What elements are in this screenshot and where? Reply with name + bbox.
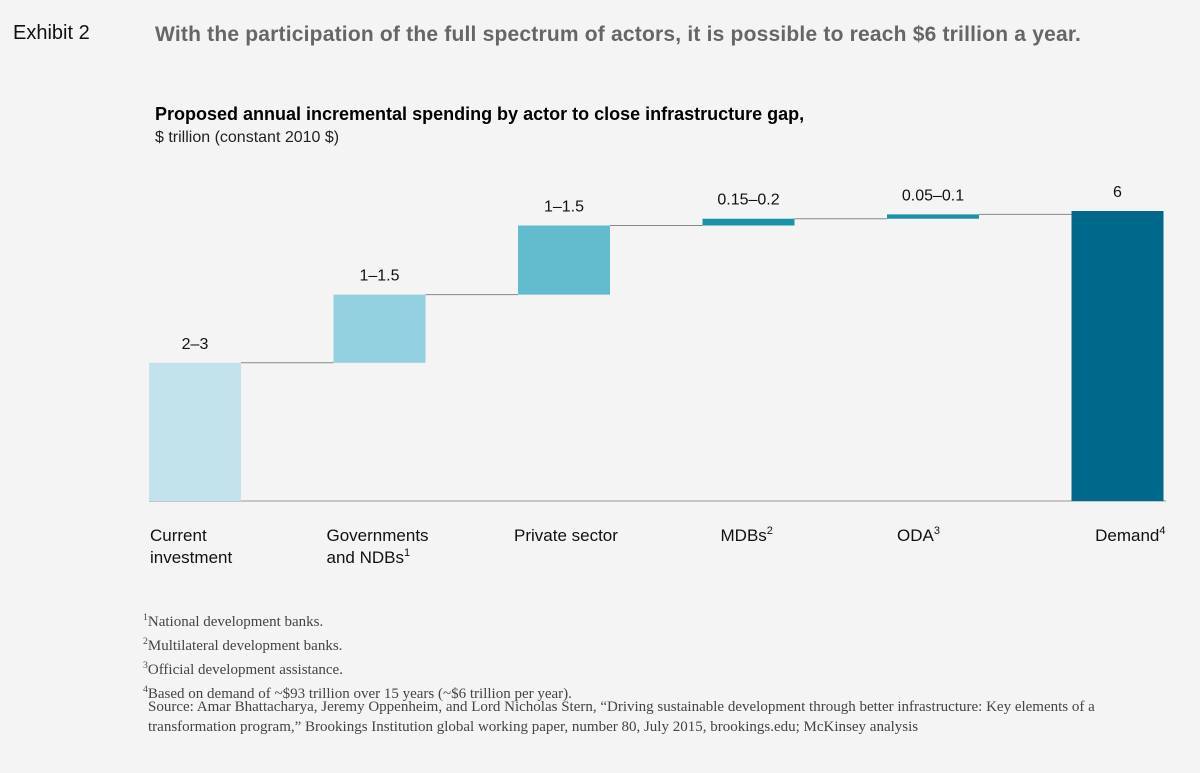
bar [518, 225, 610, 295]
footnote-number: 1 [143, 612, 148, 623]
footnote-number: 4 [143, 684, 148, 695]
headline: With the participation of the full spect… [155, 23, 1082, 46]
category-label: MDBs2 [721, 525, 773, 545]
footnote: 1National development banks. [143, 608, 572, 632]
data-label: 0.15–0.2 [717, 192, 779, 209]
bar [887, 214, 979, 219]
bar [702, 218, 795, 226]
footnote-number: 2 [143, 636, 148, 647]
source-note: Source: Amar Bhattacharya, Jeremy Oppenh… [148, 699, 1095, 735]
chart-title: Proposed annual incremental spending by … [155, 104, 805, 124]
footnote: 4Based on demand of ~$93 trillion over 1… [143, 680, 572, 704]
footnotes: 1National development banks. 2Multilater… [143, 608, 572, 704]
footnote-marker: 4 [1159, 525, 1165, 537]
footnote-marker: 1 [404, 547, 410, 559]
footnote-number: 3 [143, 660, 148, 671]
data-label: 6 [1113, 184, 1122, 201]
bar [1071, 211, 1164, 501]
footnote-text: Official development assistance. [147, 662, 343, 678]
footnote-text: National development banks. [147, 614, 324, 630]
exhibit-label: Exhibit 2 [13, 22, 90, 44]
footnote-marker: 2 [767, 525, 773, 537]
footnote-text: Based on demand of ~$93 trillion over 15… [147, 686, 572, 702]
bar [149, 362, 241, 501]
category-label: and NDBs1 [327, 547, 411, 567]
footnote-text: Multilateral development banks. [147, 638, 343, 654]
category-label: ODA3 [897, 525, 940, 545]
category-label: Governments [327, 526, 429, 545]
category-label: Current [150, 526, 207, 545]
category-label: investment [150, 548, 232, 567]
category-label: Private sector [514, 526, 618, 545]
chart-subtitle: $ trillion (constant 2010 $) [155, 129, 340, 146]
waterfall-chart: 2–3 Current investment 1–1.5 Governments and … [149, 184, 1166, 567]
footnote-marker: 3 [934, 525, 940, 537]
data-label: 1–1.5 [359, 268, 399, 285]
data-label: 1–1.5 [544, 199, 584, 216]
bar [333, 294, 426, 363]
category-label: Demand4 [1095, 525, 1165, 545]
footnote: 3Official development assistance. [143, 656, 572, 680]
data-label: 2–3 [182, 336, 209, 353]
data-label: 0.05–0.1 [902, 187, 964, 204]
footnote: 2Multilateral development banks. [143, 632, 572, 656]
